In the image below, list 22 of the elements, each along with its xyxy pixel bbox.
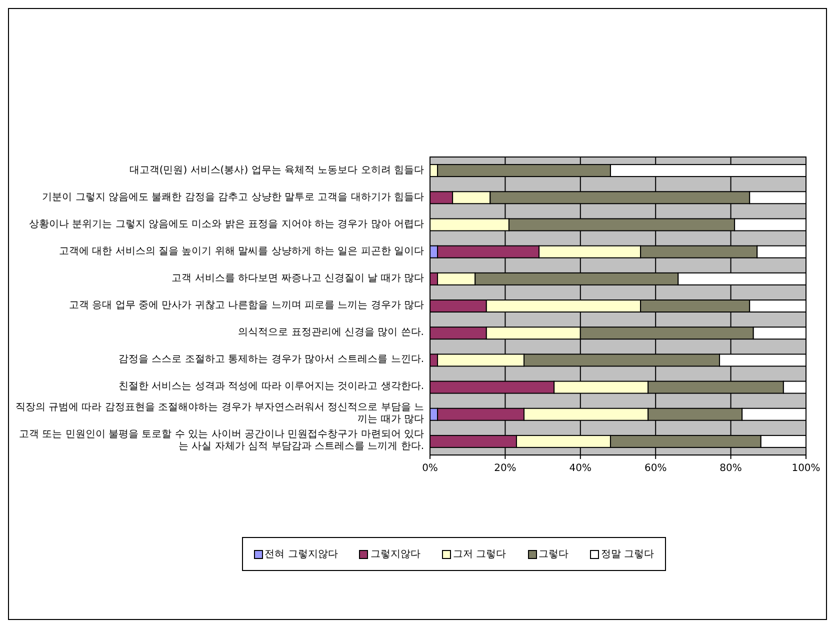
y-tick-label: 고객에 대한 서비스의 질을 높이기 위해 말씨를 상냥하게 하는 일은 피곤한 일이다 (58, 246, 424, 258)
x-tick-label: 40% (569, 463, 592, 474)
y-tick-label: 고객 서비스를 하다보면 짜증나고 신경질이 날 때가 많다 (170, 272, 424, 285)
y-tick-label: 친절한 서비스는 성격과 적성에 따라 이루어지는 것이라고 생각한다. (118, 381, 424, 394)
x-tick-label: 20% (494, 463, 516, 474)
y-tick-label: 고객 또는 민원인이 불평을 토로할 수 있는 사이버 공간이나 민원접수창구가 마련되어 있다는 사실 자체가 심적 부담감과 스트레스를 느끼게 한다. (18, 429, 424, 454)
y-tick-label: 감정을 스스로 조절하고 통제하는 경우가 많아서 스트레스를 느낀다. (118, 354, 424, 366)
legend-label: 그저 그렇다 (452, 548, 506, 561)
legend-label: 정말 그렇다 (601, 548, 654, 561)
y-tick-label: 직장의 규범에 따라 감정표현을 조절해야하는 경우가 부자연스러워서 정신적으로 부담을 느끼는 때가 많다 (14, 402, 424, 426)
y-tick-label: 고객 응대 업무 중에 만사가 귀찮고 나른함을 느끼며 피로를 느끼는 경우가 많다 (68, 300, 424, 312)
x-tick-label: 80% (720, 463, 742, 474)
y-tick-label: 기분이 그렇지 않음에도 불쾌한 감정을 감추고 상냥한 말투로 고객을 대하기가 힘들다 (41, 192, 424, 204)
y-tick-label: 상황이나 분위기는 그렇지 않음에도 미소와 밝은 표정을 지어야 하는 경우가 많아 어렵다 (28, 218, 424, 231)
legend-label: 전혀 그렇지않다 (264, 548, 338, 561)
y-tick-label: 의식적으로 표정관리에 신경을 많이 쓴다. (237, 327, 424, 340)
x-tick-label: 100% (792, 463, 820, 474)
x-tick-label: 0% (422, 463, 438, 474)
legend-label: 그렇지않다 (370, 548, 420, 561)
legend-label: 그렇다 (538, 548, 569, 561)
x-tick-label: 60% (644, 463, 667, 474)
y-tick-label: 대고객(민원) 서비스(봉사) 업무는 육체적 노동보다 오히려 힘들다 (128, 164, 424, 177)
